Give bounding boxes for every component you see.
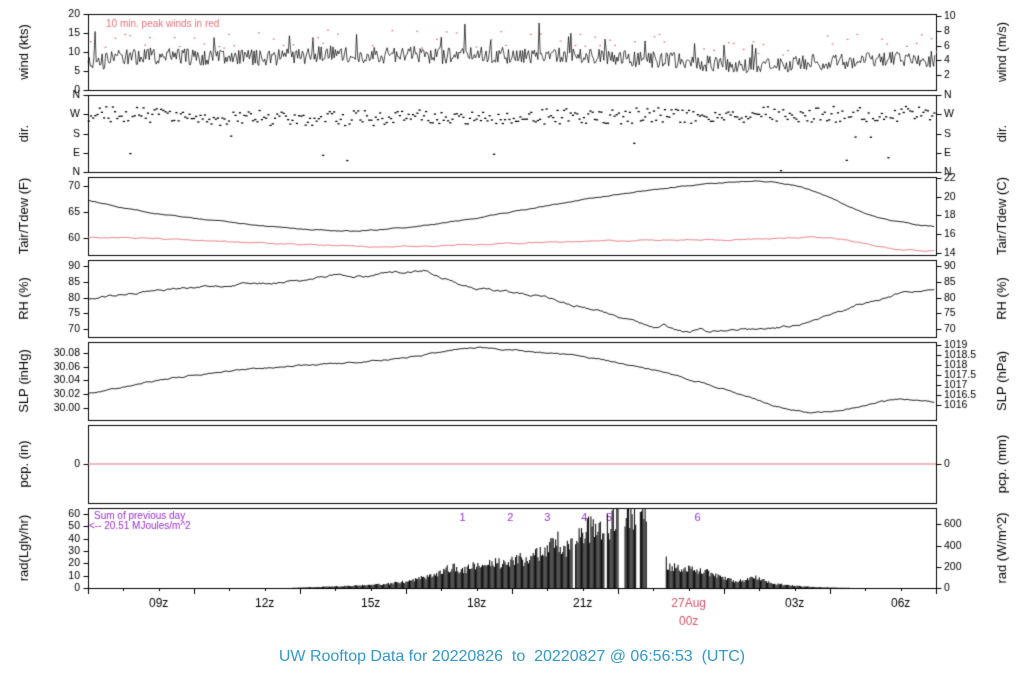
figure-caption: UW Rooftop Data for 20220826 to 20220827… (278, 648, 746, 665)
